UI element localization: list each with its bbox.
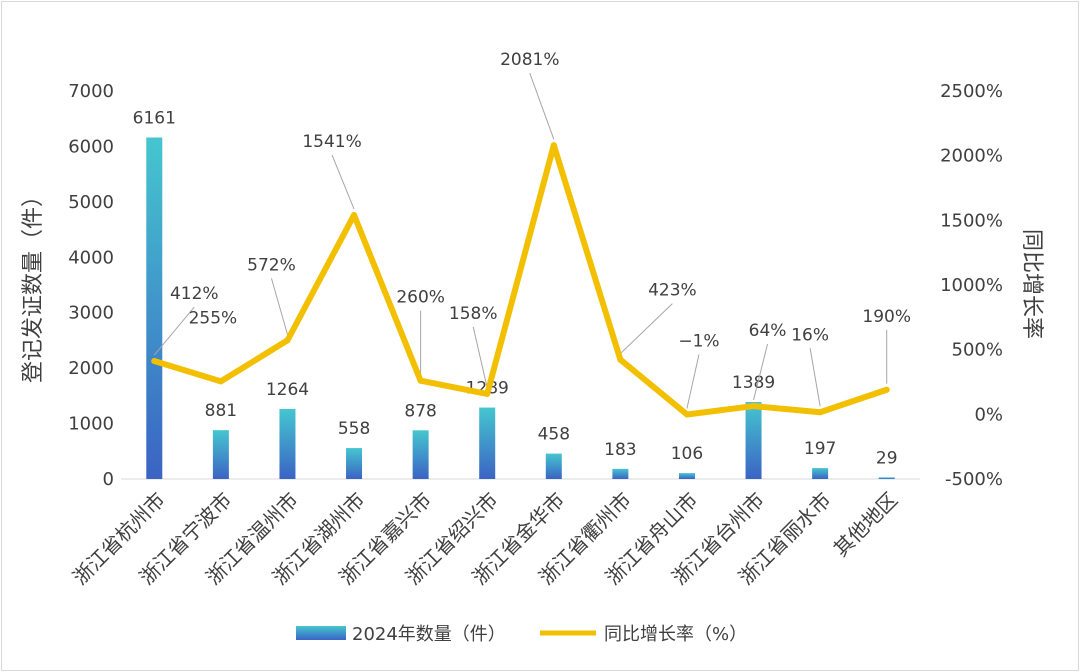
bar xyxy=(479,407,496,479)
y-axis-title-left: 登记发证数量（件） xyxy=(21,185,46,383)
y-tick-right: -500% xyxy=(945,469,1003,490)
label-leader-line xyxy=(686,354,700,409)
line-point xyxy=(750,403,757,410)
y-tick-right: 1500% xyxy=(940,210,1003,231)
line-data-label: 158% xyxy=(449,304,498,324)
line-data-label: 260% xyxy=(396,288,445,308)
y-tick-left: 3000 xyxy=(68,303,114,324)
line-data-label: 190% xyxy=(862,307,911,327)
bar xyxy=(878,477,895,479)
bar-data-label: 881 xyxy=(205,401,237,421)
y-tick-right: 1000% xyxy=(940,275,1003,296)
label-leader-line xyxy=(753,343,769,401)
bar-data-label: 29 xyxy=(876,448,898,468)
line-point xyxy=(151,358,158,365)
line-point xyxy=(683,411,690,418)
y-tick-right: 500% xyxy=(952,340,1003,361)
bar xyxy=(412,430,429,479)
line-point xyxy=(351,212,358,219)
y-axis-title-right: 同比增长率 xyxy=(1019,229,1044,339)
label-leader-line xyxy=(331,154,355,210)
line-point xyxy=(817,409,824,416)
label-leader-line xyxy=(270,278,288,335)
bar xyxy=(146,137,163,479)
line-data-label: 1541% xyxy=(302,132,361,152)
bar-data-label: 183 xyxy=(604,440,636,460)
x-category-label: 其他地区 xyxy=(829,488,903,562)
line-point xyxy=(217,378,224,385)
line-data-label: 412% xyxy=(170,284,219,304)
line-point xyxy=(550,142,557,149)
bar xyxy=(346,448,363,479)
label-leader-line xyxy=(153,306,195,356)
line-data-label: −1% xyxy=(678,331,719,351)
line-point xyxy=(284,337,291,344)
bar-data-label: 1264 xyxy=(266,380,309,400)
line-data-label: 572% xyxy=(247,255,296,275)
bar xyxy=(678,473,695,479)
y-tick-right: 2000% xyxy=(940,146,1003,167)
label-leader-line xyxy=(620,303,673,354)
growth-rate-line xyxy=(151,142,890,418)
line-data-label: 16% xyxy=(791,325,829,345)
bar-data-label: 1389 xyxy=(732,373,775,393)
bar xyxy=(745,402,762,479)
line-point xyxy=(484,390,491,397)
bar-data-label: 558 xyxy=(338,419,370,439)
legend-line-label: 同比增长率（%） xyxy=(604,624,747,645)
bar-data-label: 197 xyxy=(804,439,836,459)
y-tick-left: 7000 xyxy=(68,81,114,102)
line-data-label: 64% xyxy=(749,321,787,341)
label-leader-line xyxy=(529,73,555,140)
line-point xyxy=(883,386,890,393)
bar-data-label: 6161 xyxy=(133,109,176,129)
y-tick-right: 0% xyxy=(974,404,1003,425)
label-leader-line xyxy=(472,326,488,389)
bar-data-label: 458 xyxy=(538,425,570,445)
bar-data-label: 106 xyxy=(671,444,703,464)
label-leader-line xyxy=(809,348,821,407)
y-tick-left: 5000 xyxy=(68,192,114,213)
y-tick-left: 0 xyxy=(103,469,114,490)
y-tick-left: 2000 xyxy=(68,358,114,379)
line-data-label: 423% xyxy=(648,281,697,301)
bar xyxy=(212,430,229,479)
y-tick-left: 1000 xyxy=(68,414,114,435)
line-data-label: 255% xyxy=(189,308,238,328)
line-point xyxy=(617,356,624,363)
bar-data-label: 878 xyxy=(404,401,436,421)
legend-bar-swatch xyxy=(296,626,346,640)
legend: 2024年数量（件） 同比增长率（%） xyxy=(296,624,747,645)
line-data-label: 2081% xyxy=(500,50,559,70)
y-tick-left: 4000 xyxy=(68,247,114,268)
bar xyxy=(612,468,629,479)
y-tick-right: 2500% xyxy=(940,81,1003,102)
bar xyxy=(812,468,829,479)
bar xyxy=(279,408,296,479)
legend-bar-label: 2024年数量（件） xyxy=(352,624,506,645)
line-point xyxy=(417,377,424,384)
bar xyxy=(545,453,562,479)
y-tick-left: 6000 xyxy=(68,136,114,157)
